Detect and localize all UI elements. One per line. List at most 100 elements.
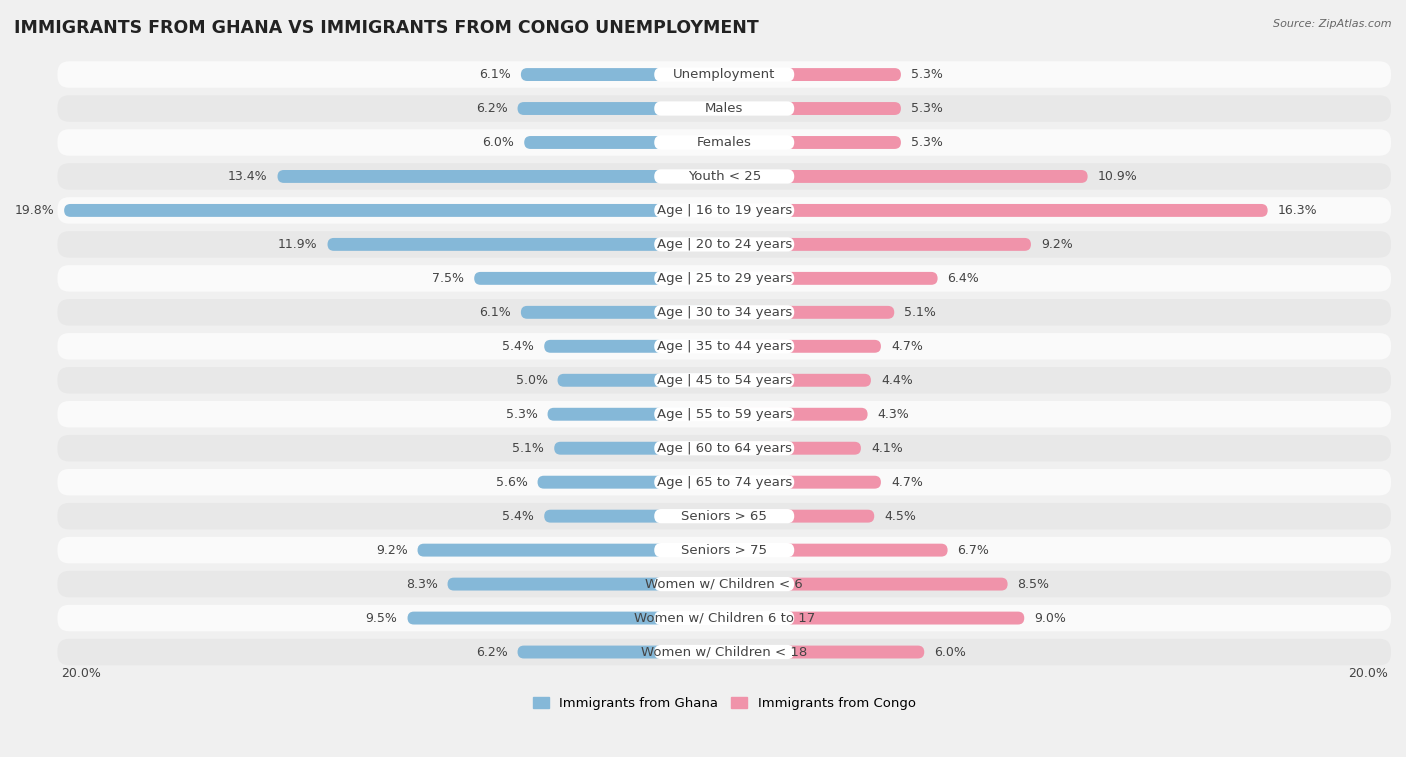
Text: 4.1%: 4.1%: [870, 442, 903, 455]
FancyBboxPatch shape: [724, 306, 894, 319]
FancyBboxPatch shape: [65, 204, 724, 217]
Text: Age | 25 to 29 years: Age | 25 to 29 years: [657, 272, 792, 285]
Text: 9.0%: 9.0%: [1035, 612, 1066, 625]
Text: Age | 65 to 74 years: Age | 65 to 74 years: [657, 475, 792, 489]
Text: 5.4%: 5.4%: [502, 340, 534, 353]
FancyBboxPatch shape: [58, 265, 1391, 291]
FancyBboxPatch shape: [58, 197, 1391, 223]
Text: 6.1%: 6.1%: [479, 306, 510, 319]
Text: Age | 20 to 24 years: Age | 20 to 24 years: [657, 238, 792, 251]
Text: 5.3%: 5.3%: [506, 408, 537, 421]
FancyBboxPatch shape: [724, 170, 1088, 183]
Text: 4.3%: 4.3%: [877, 408, 910, 421]
Text: Unemployment: Unemployment: [673, 68, 776, 81]
FancyBboxPatch shape: [58, 639, 1391, 665]
FancyBboxPatch shape: [547, 408, 724, 421]
Text: 7.5%: 7.5%: [432, 272, 464, 285]
FancyBboxPatch shape: [328, 238, 724, 251]
FancyBboxPatch shape: [724, 509, 875, 522]
FancyBboxPatch shape: [654, 237, 794, 251]
FancyBboxPatch shape: [517, 646, 724, 659]
FancyBboxPatch shape: [724, 442, 860, 455]
Text: 11.9%: 11.9%: [278, 238, 318, 251]
FancyBboxPatch shape: [724, 102, 901, 115]
FancyBboxPatch shape: [654, 509, 794, 523]
Text: 9.5%: 9.5%: [366, 612, 398, 625]
FancyBboxPatch shape: [654, 543, 794, 557]
Text: 5.0%: 5.0%: [516, 374, 547, 387]
FancyBboxPatch shape: [654, 170, 794, 184]
FancyBboxPatch shape: [447, 578, 724, 590]
Text: 6.2%: 6.2%: [475, 102, 508, 115]
FancyBboxPatch shape: [58, 333, 1391, 360]
FancyBboxPatch shape: [58, 537, 1391, 563]
Text: IMMIGRANTS FROM GHANA VS IMMIGRANTS FROM CONGO UNEMPLOYMENT: IMMIGRANTS FROM GHANA VS IMMIGRANTS FROM…: [14, 19, 759, 37]
FancyBboxPatch shape: [58, 469, 1391, 495]
Text: Seniors > 65: Seniors > 65: [682, 509, 768, 522]
FancyBboxPatch shape: [58, 401, 1391, 428]
FancyBboxPatch shape: [724, 340, 882, 353]
Text: 19.8%: 19.8%: [14, 204, 55, 217]
FancyBboxPatch shape: [724, 475, 882, 488]
Text: Age | 16 to 19 years: Age | 16 to 19 years: [657, 204, 792, 217]
FancyBboxPatch shape: [418, 544, 724, 556]
FancyBboxPatch shape: [544, 509, 724, 522]
FancyBboxPatch shape: [58, 503, 1391, 529]
FancyBboxPatch shape: [724, 578, 1008, 590]
Text: Source: ZipAtlas.com: Source: ZipAtlas.com: [1274, 19, 1392, 29]
FancyBboxPatch shape: [554, 442, 724, 455]
Text: 5.3%: 5.3%: [911, 102, 943, 115]
FancyBboxPatch shape: [654, 441, 794, 456]
FancyBboxPatch shape: [58, 435, 1391, 462]
FancyBboxPatch shape: [58, 129, 1391, 156]
FancyBboxPatch shape: [654, 67, 794, 82]
FancyBboxPatch shape: [654, 271, 794, 285]
FancyBboxPatch shape: [58, 95, 1391, 122]
FancyBboxPatch shape: [724, 646, 924, 659]
Text: 4.7%: 4.7%: [891, 340, 922, 353]
FancyBboxPatch shape: [654, 101, 794, 116]
Text: 5.4%: 5.4%: [502, 509, 534, 522]
FancyBboxPatch shape: [654, 204, 794, 217]
FancyBboxPatch shape: [724, 374, 870, 387]
Text: Age | 60 to 64 years: Age | 60 to 64 years: [657, 442, 792, 455]
FancyBboxPatch shape: [654, 305, 794, 319]
FancyBboxPatch shape: [558, 374, 724, 387]
FancyBboxPatch shape: [724, 204, 1268, 217]
Text: 5.6%: 5.6%: [496, 475, 527, 489]
Text: Age | 45 to 54 years: Age | 45 to 54 years: [657, 374, 792, 387]
FancyBboxPatch shape: [654, 475, 794, 489]
Text: 5.3%: 5.3%: [911, 136, 943, 149]
Text: 9.2%: 9.2%: [1040, 238, 1073, 251]
Text: 6.0%: 6.0%: [482, 136, 515, 149]
Legend: Immigrants from Ghana, Immigrants from Congo: Immigrants from Ghana, Immigrants from C…: [527, 691, 921, 715]
FancyBboxPatch shape: [58, 571, 1391, 597]
Text: 20.0%: 20.0%: [60, 667, 101, 680]
FancyBboxPatch shape: [654, 407, 794, 422]
FancyBboxPatch shape: [724, 272, 938, 285]
FancyBboxPatch shape: [474, 272, 724, 285]
FancyBboxPatch shape: [58, 164, 1391, 190]
Text: Women w/ Children 6 to 17: Women w/ Children 6 to 17: [634, 612, 815, 625]
FancyBboxPatch shape: [724, 612, 1025, 625]
Text: 10.9%: 10.9%: [1098, 170, 1137, 183]
Text: 4.4%: 4.4%: [882, 374, 912, 387]
Text: 6.1%: 6.1%: [479, 68, 510, 81]
FancyBboxPatch shape: [724, 544, 948, 556]
FancyBboxPatch shape: [654, 339, 794, 354]
FancyBboxPatch shape: [654, 611, 794, 625]
Text: Females: Females: [697, 136, 752, 149]
Text: 9.2%: 9.2%: [375, 544, 408, 556]
Text: Age | 55 to 59 years: Age | 55 to 59 years: [657, 408, 792, 421]
FancyBboxPatch shape: [58, 367, 1391, 394]
Text: Age | 35 to 44 years: Age | 35 to 44 years: [657, 340, 792, 353]
FancyBboxPatch shape: [517, 102, 724, 115]
FancyBboxPatch shape: [58, 299, 1391, 326]
FancyBboxPatch shape: [58, 61, 1391, 88]
Text: 8.5%: 8.5%: [1018, 578, 1050, 590]
FancyBboxPatch shape: [724, 238, 1031, 251]
FancyBboxPatch shape: [537, 475, 724, 488]
FancyBboxPatch shape: [408, 612, 724, 625]
FancyBboxPatch shape: [654, 136, 794, 150]
FancyBboxPatch shape: [724, 408, 868, 421]
